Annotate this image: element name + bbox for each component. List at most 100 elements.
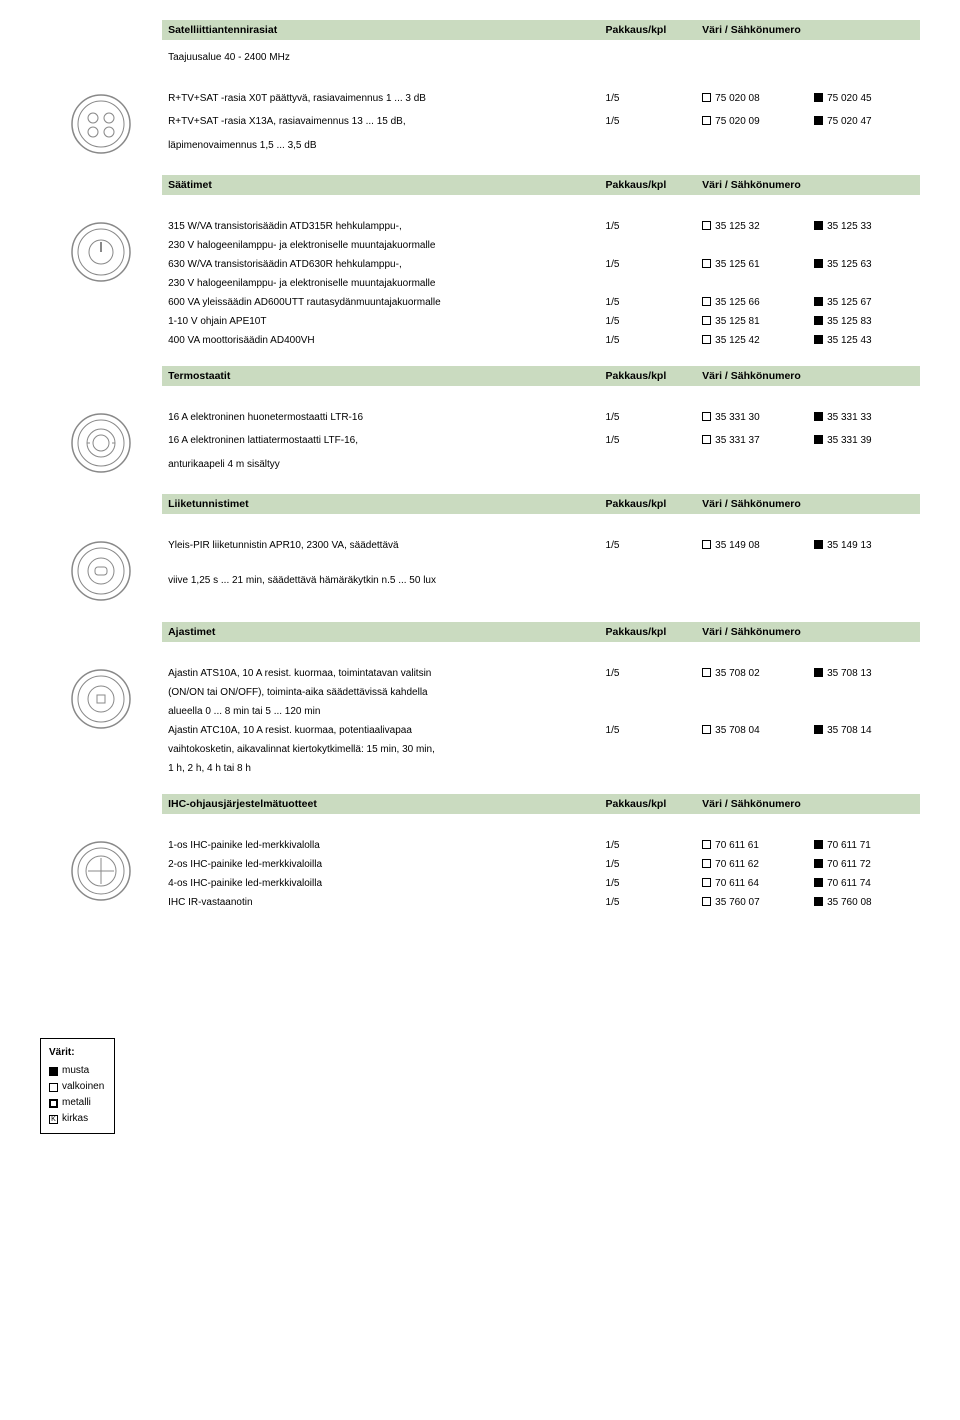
product-code-white (696, 236, 808, 255)
product-description: (ON/ON tai ON/OFF), toiminta-aika säädet… (162, 683, 599, 702)
product-row: 630 W/VA transistorisäädin ATD630R hehku… (40, 255, 920, 274)
product-code-white: 35 708 02 (696, 664, 808, 683)
product-code-black: 35 760 08 (808, 893, 920, 912)
product-code-white: 35 125 42 (696, 331, 808, 350)
product-pack (600, 455, 697, 478)
product-pack: 1/5 (600, 431, 697, 454)
section-table: SatelliittiantennirasiatPakkaus/kplVäri … (40, 20, 920, 173)
product-row: 315 W/VA transistorisäädin ATD315R hehku… (40, 217, 920, 236)
product-pack: 1/5 (600, 893, 697, 912)
product-description: Yleis-PIR liiketunnistin APR10, 2300 VA,… (162, 536, 599, 571)
product-row: 4-os IHC-painike led-merkkivaloilla1/570… (40, 874, 920, 893)
legend-title: Värit: (49, 1045, 104, 1061)
header-pack: Pakkaus/kpl (600, 366, 697, 386)
product-description: 630 W/VA transistorisäädin ATD630R hehku… (162, 255, 599, 274)
product-code-black: 35 708 13 (808, 664, 920, 683)
product-description: 600 VA yleissäädin AD600UTT rautasydänmu… (162, 293, 599, 312)
product-description: R+TV+SAT -rasia X0T päättyvä, rasiavaime… (162, 89, 599, 112)
legend-item: Kkirkas (49, 1111, 104, 1127)
product-code-black: 75 020 45 (808, 89, 920, 112)
product-pack: 1/5 (600, 89, 697, 112)
section-title: Ajastimet (162, 622, 599, 642)
product-description: IHC IR-vastaanotin (162, 893, 599, 912)
product-code-black: 35 125 63 (808, 255, 920, 274)
product-code-black (808, 702, 920, 721)
product-pack: 1/5 (600, 331, 697, 350)
header-pack: Pakkaus/kpl (600, 794, 697, 814)
section-header-row: IHC-ohjausjärjestelmätuotteetPakkaus/kpl… (40, 794, 920, 814)
product-pack: 1/5 (600, 408, 697, 431)
product-pack (600, 236, 697, 255)
product-code-black: 35 125 33 (808, 217, 920, 236)
header-color: Väri / Sähkönumero (696, 622, 920, 642)
product-code-white (696, 274, 808, 293)
product-row: 230 V halogeenilamppu- ja elektroniselle… (40, 274, 920, 293)
product-code-white (696, 136, 808, 159)
product-pack: 1/5 (600, 312, 697, 331)
product-row: 230 V halogeenilamppu- ja elektroniselle… (40, 236, 920, 255)
product-pack (600, 136, 697, 159)
product-description: 1 h, 2 h, 4 h tai 8 h (162, 759, 599, 778)
section-header-row: SatelliittiantennirasiatPakkaus/kplVäri … (40, 20, 920, 40)
header-color: Väri / Sähkönumero (696, 494, 920, 514)
product-pack: 1/5 (600, 255, 697, 274)
product-description: 2-os IHC-painike led-merkkivaloilla (162, 855, 599, 874)
product-code-black: 35 331 33 (808, 408, 920, 431)
product-code-white: 35 331 37 (696, 431, 808, 454)
product-code-black: 35 331 39 (808, 431, 920, 454)
product-row: 1 h, 2 h, 4 h tai 8 h (40, 759, 920, 778)
section-title: Säätimet (162, 175, 599, 195)
product-code-black: 35 125 67 (808, 293, 920, 312)
product-description: 230 V halogeenilamppu- ja elektroniselle… (162, 236, 599, 255)
product-description: 1-10 V ohjain APE10T (162, 312, 599, 331)
section-table: LiiketunnistimetPakkaus/kplVäri / Sähkön… (40, 494, 920, 620)
section-table: IHC-ohjausjärjestelmätuotteetPakkaus/kpl… (40, 794, 920, 926)
header-color: Väri / Sähkönumero (696, 175, 920, 195)
product-pack (600, 571, 697, 606)
product-code-black (808, 274, 920, 293)
product-code-black (808, 236, 920, 255)
product-pack: 1/5 (600, 721, 697, 740)
header-color: Väri / Sähkönumero (696, 366, 920, 386)
section-header-row: AjastimetPakkaus/kplVäri / Sähkönumero (40, 622, 920, 642)
section-header-row: TermostaatitPakkaus/kplVäri / Sähkönumer… (40, 366, 920, 386)
product-row: 1-os IHC-painike led-merkkivalolla1/570 … (40, 836, 920, 855)
product-pack: 1/5 (600, 217, 697, 236)
product-code-black (808, 136, 920, 159)
product-code-black: 70 611 72 (808, 855, 920, 874)
product-icon (40, 664, 162, 778)
product-description: 4-os IHC-painike led-merkkivaloilla (162, 874, 599, 893)
product-code-white: 35 125 32 (696, 217, 808, 236)
product-row: Ajastin ATC10A, 10 A resist. kuormaa, po… (40, 721, 920, 740)
product-code-white: 35 331 30 (696, 408, 808, 431)
product-description: läpimenovaimennus 1,5 ... 3,5 dB (162, 136, 599, 159)
section-title: Termostaatit (162, 366, 599, 386)
section-title: IHC-ohjausjärjestelmätuotteet (162, 794, 599, 814)
product-code-white: 75 020 08 (696, 89, 808, 112)
product-description: R+TV+SAT -rasia X13A, rasiavaimennus 13 … (162, 112, 599, 135)
product-pack (600, 759, 697, 778)
product-icon (40, 836, 162, 912)
legend-item: musta (49, 1063, 104, 1079)
product-row: (ON/ON tai ON/OFF), toiminta-aika säädet… (40, 683, 920, 702)
section-subtitle-row: Taajuusalue 40 - 2400 MHz (40, 48, 920, 67)
header-color: Väri / Sähkönumero (696, 794, 920, 814)
product-code-black (808, 455, 920, 478)
product-code-black: 35 125 83 (808, 312, 920, 331)
product-code-black: 70 611 71 (808, 836, 920, 855)
header-pack: Pakkaus/kpl (600, 20, 697, 40)
header-pack: Pakkaus/kpl (600, 175, 697, 195)
section-header-row: LiiketunnistimetPakkaus/kplVäri / Sähkön… (40, 494, 920, 514)
product-pack (600, 702, 697, 721)
product-code-white: 75 020 09 (696, 112, 808, 135)
header-pack: Pakkaus/kpl (600, 494, 697, 514)
product-row: R+TV+SAT -rasia X13A, rasiavaimennus 13 … (40, 112, 920, 135)
product-pack (600, 683, 697, 702)
section-title: Satelliittiantennirasiat (162, 20, 599, 40)
color-legend: Värit: mustavalkoinenmetalliKkirkas (40, 1038, 115, 1134)
product-pack: 1/5 (600, 536, 697, 571)
product-code-white: 35 125 61 (696, 255, 808, 274)
product-pack: 1/5 (600, 836, 697, 855)
product-row: alueella 0 ... 8 min tai 5 ... 120 min (40, 702, 920, 721)
product-code-white: 70 611 64 (696, 874, 808, 893)
